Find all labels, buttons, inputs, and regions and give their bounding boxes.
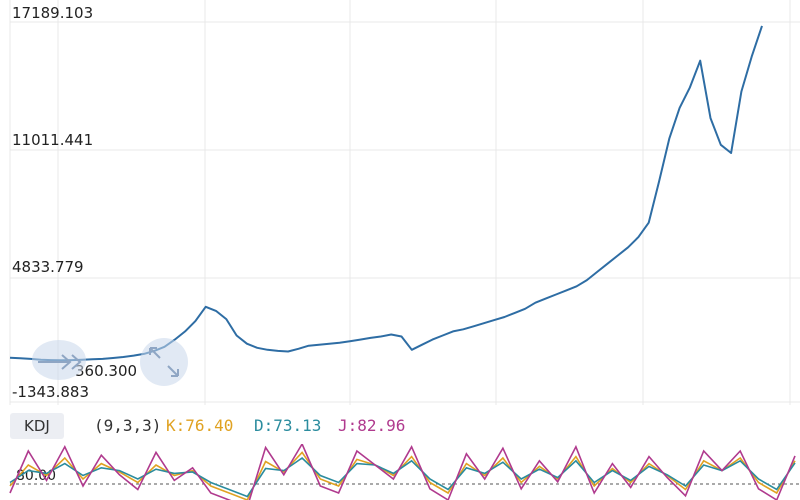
kdj-d-value: D:73.13 [254, 416, 322, 435]
price-chart[interactable]: 17189.103 11011.441 4833.779 -1343.883 3… [0, 0, 800, 410]
kdj-indicator-tab[interactable]: KDJ [10, 413, 64, 439]
kdj-indicator-bar: KDJ (9,3,3) K:76.40 D:73.13 J:82.96 [0, 410, 800, 444]
scroll-left-button[interactable] [32, 340, 86, 380]
kdj-j-value: J:82.96 [338, 416, 406, 435]
y-tick-label-max: 17189.103 [12, 4, 93, 22]
kdj-j-line [9, 444, 796, 500]
expand-arrows-icon [149, 347, 179, 377]
y-tick-label-min: -1343.883 [12, 383, 89, 401]
kdj-k-value: K:76.40 [166, 416, 234, 435]
price-series-line [9, 25, 763, 362]
y-tick-label-lower: 4833.779 [12, 258, 84, 276]
y-tick-label-upper: 11011.441 [12, 131, 93, 149]
kdj-chart[interactable]: 80.00 [0, 444, 800, 500]
double-arrow-right-icon [38, 354, 82, 370]
kdj-params: (9,3,3) [94, 416, 162, 435]
fullscreen-button[interactable] [140, 338, 188, 386]
kdj-level-label: 80.00 [16, 468, 56, 484]
current-value-label: 360.300 [75, 362, 137, 380]
kdj-k-line [9, 451, 796, 500]
grid [9, 0, 800, 405]
